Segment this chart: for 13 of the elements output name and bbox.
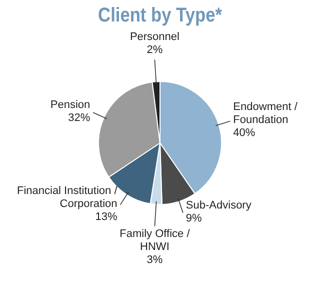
chart-title: Client by Type* <box>98 3 223 26</box>
slice-label: Personnel <box>130 31 180 44</box>
slice-label: Sub-Advisory <box>186 199 252 212</box>
data-label: 9% <box>186 212 202 224</box>
data-label: 3% <box>146 254 163 266</box>
data-label: 13% <box>95 210 118 223</box>
data-label: 2% <box>146 44 163 56</box>
slice-label: Financial Institution / Corporation <box>16 184 118 210</box>
data-label: 40% <box>233 127 256 140</box>
slice-label: Pension <box>50 99 90 111</box>
slice-label: Endowment / Foundation <box>233 101 298 126</box>
slice-label: Family Office / HNWI <box>120 228 191 253</box>
data-label: 32% <box>68 112 90 124</box>
